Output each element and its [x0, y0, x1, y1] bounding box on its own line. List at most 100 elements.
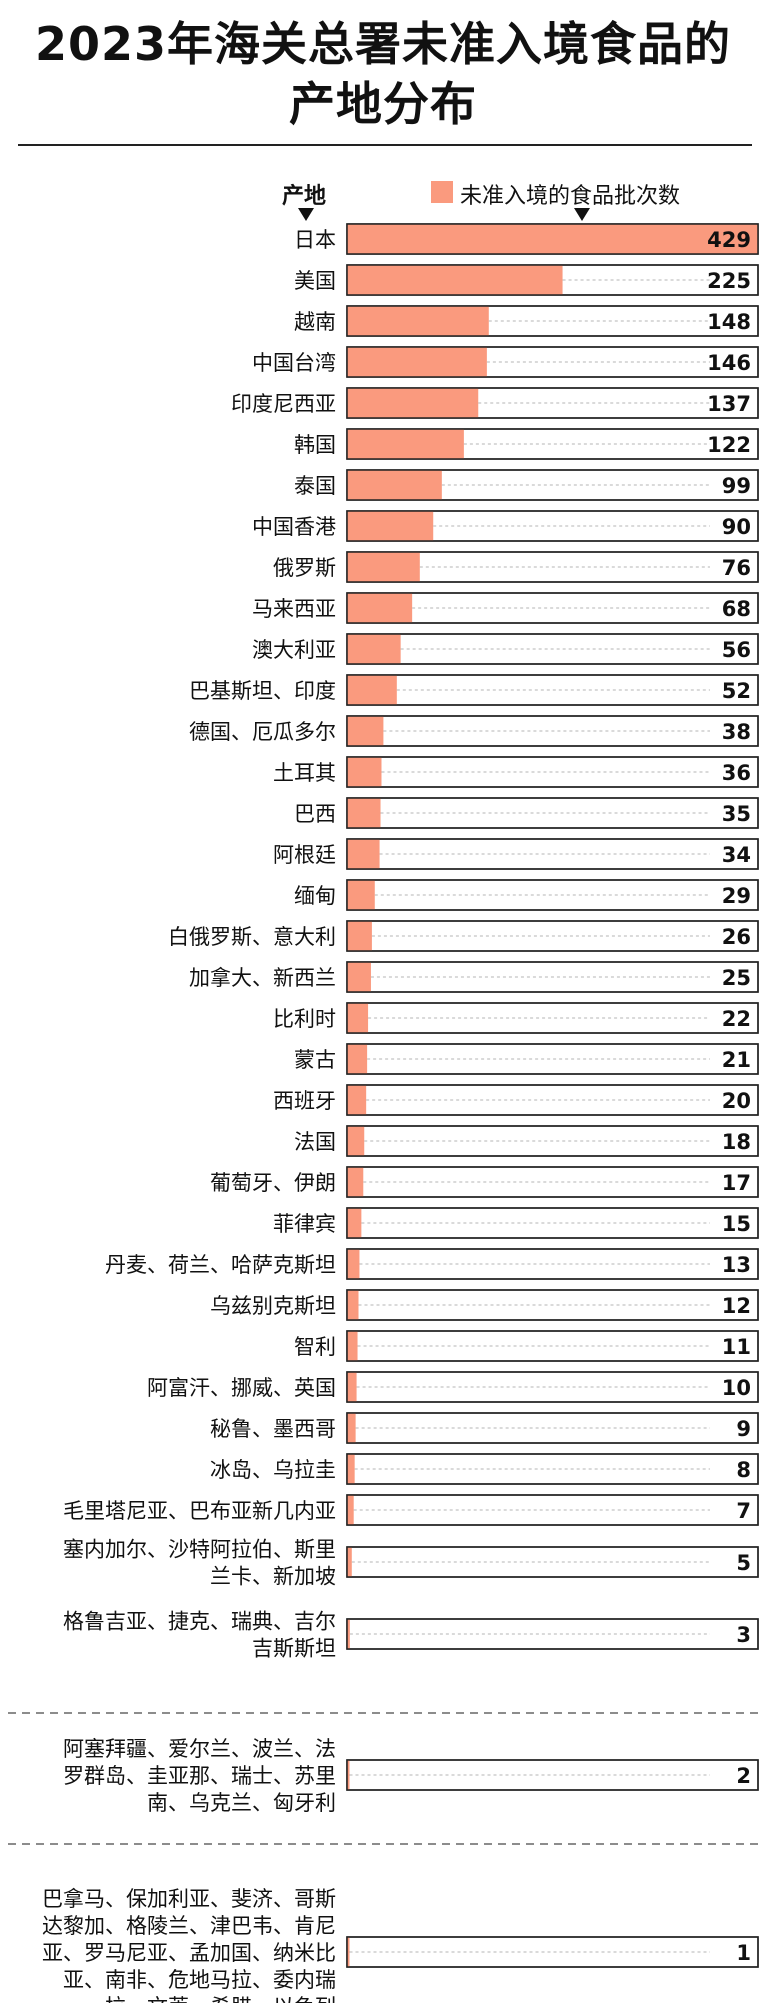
value-label: 18 [722, 1130, 751, 1154]
bar-frame [346, 1207, 759, 1239]
bar [347, 1495, 354, 1525]
bar-frame-border [346, 551, 759, 583]
category-label: 中国香港 [252, 515, 336, 539]
bar-frame [346, 1412, 759, 1444]
category-label: 毛里塔尼亚、巴布亚新几内亚 [63, 1499, 336, 1523]
category-label: 冰岛、乌拉圭 [210, 1458, 336, 1482]
bar-frame-border [346, 1453, 759, 1485]
bar [347, 962, 371, 992]
bar-frame [346, 879, 759, 911]
bar-frame-border [346, 223, 759, 255]
bar-row: 20 西班牙 [273, 1084, 759, 1116]
category-label: 南、乌克兰、匈牙利 [147, 1791, 336, 1815]
bar-frame-border [346, 1618, 759, 1650]
bar-row: 15 菲律宾 [273, 1207, 759, 1239]
bar [347, 265, 563, 295]
category-label: 秘鲁、墨西哥 [210, 1417, 336, 1441]
bar-frame-border [346, 469, 759, 501]
value-label: 36 [722, 761, 751, 785]
value-label: 35 [722, 802, 751, 826]
bar-row: 146 中国台湾 [252, 346, 759, 378]
bar [347, 1372, 357, 1402]
bar-frame-border [346, 879, 759, 911]
bar [347, 388, 479, 418]
bar-frame-border [346, 510, 759, 542]
category-label: 西班牙 [273, 1089, 336, 1113]
bar [347, 634, 401, 664]
category-label: 罗群岛、圭亚那、瑞士、苏里 [63, 1764, 336, 1788]
bar [347, 347, 487, 377]
bar-frame-border [346, 961, 759, 993]
bar-row: 68 马来西亚 [252, 592, 759, 624]
bar [347, 757, 382, 787]
bar [347, 1619, 350, 1649]
bar-frame-border [346, 1207, 759, 1239]
bar-frame [346, 674, 759, 706]
bar-frame-border [346, 1412, 759, 1444]
bar [347, 880, 375, 910]
bar-frame-border [346, 1494, 759, 1526]
bar [347, 1126, 365, 1156]
bar-frame-border [346, 1546, 759, 1578]
bar-frame-border [346, 264, 759, 296]
bar [347, 839, 380, 869]
value-label: 429 [707, 228, 751, 252]
bar-frame-border [346, 428, 759, 460]
bar [347, 552, 420, 582]
category-label: 德国、厄瓜多尔 [189, 720, 336, 744]
bar-row: 137 印度尼西亚 [231, 387, 759, 419]
bar-row: 7 毛里塔尼亚、巴布亚新几内亚 [63, 1494, 759, 1526]
bar [347, 1760, 350, 1790]
bar-frame [346, 1371, 759, 1403]
bar-frame [346, 1936, 759, 1968]
category-label: 拉、文莱、希腊、以色列 [105, 1995, 336, 2003]
legend-swatch [431, 181, 453, 203]
value-label: 13 [722, 1253, 751, 1277]
category-label: 智利 [294, 1335, 336, 1359]
value-label: 122 [707, 433, 751, 457]
value-header-arrow-icon [574, 208, 590, 221]
bar-row: 99 泰国 [294, 469, 759, 501]
bar-frame-border [346, 305, 759, 337]
bar [347, 798, 381, 828]
value-label: 29 [722, 884, 751, 908]
category-label: 印度尼西亚 [231, 392, 336, 416]
bar-row: 35 巴西 [294, 797, 759, 829]
value-label: 34 [722, 843, 751, 867]
bar [347, 1208, 362, 1238]
category-label: 俄罗斯 [273, 556, 336, 580]
value-label: 225 [707, 269, 751, 293]
bar [347, 675, 397, 705]
bar-frame-border [346, 838, 759, 870]
bar-row: 18 法国 [294, 1125, 759, 1157]
bar-frame [346, 1453, 759, 1485]
bar [347, 1044, 368, 1074]
bar-frame [346, 1166, 759, 1198]
bar-frame-border [346, 387, 759, 419]
value-label: 15 [722, 1212, 751, 1236]
bar [347, 1413, 356, 1443]
bar-frame [346, 838, 759, 870]
category-label: 蒙古 [294, 1048, 336, 1072]
value-label: 11 [722, 1335, 751, 1359]
bar [347, 716, 384, 746]
bar [347, 470, 442, 500]
bar [347, 224, 758, 254]
category-label: 比利时 [273, 1007, 336, 1031]
bar-row: 38 德国、厄瓜多尔 [189, 715, 759, 747]
bar-frame [346, 1002, 759, 1034]
bar [347, 429, 464, 459]
legend-label: 未准入境的食品批次数 [460, 184, 681, 209]
value-label: 52 [722, 679, 751, 703]
bar-frame-border [346, 1330, 759, 1362]
category-label: 中国台湾 [252, 351, 336, 375]
bar-row: 76 俄罗斯 [273, 551, 759, 583]
value-label: 99 [722, 474, 751, 498]
value-label: 8 [736, 1458, 751, 1482]
value-label: 90 [722, 515, 751, 539]
category-label: 阿根廷 [273, 843, 336, 867]
chart-title: 2023年海关总署未准入境食品的 产地分布 [0, 14, 766, 134]
category-header: 产地 [282, 184, 327, 209]
bar-row: 22 比利时 [273, 1002, 759, 1034]
